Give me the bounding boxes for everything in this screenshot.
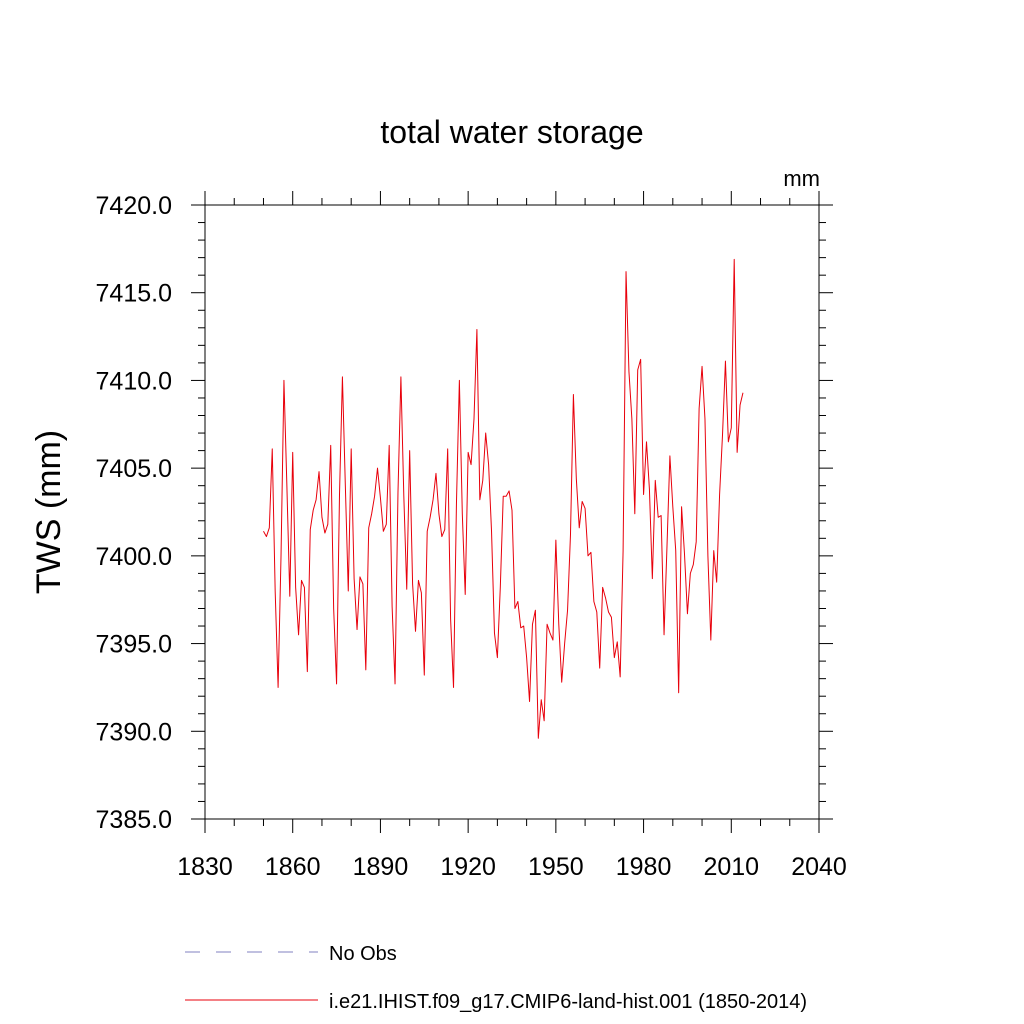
x-tick-label: 2010	[703, 853, 759, 881]
x-tick-labels: 1830 1860 1890 1920 1950 1980 2010 2040	[177, 853, 847, 881]
x-tick-label: 1950	[528, 853, 584, 881]
y-tick-label: 7400.0	[96, 543, 172, 571]
x-tick-label: 1980	[616, 853, 672, 881]
y-tick-label: 7395.0	[96, 631, 172, 659]
x-tick-label: 1890	[353, 853, 409, 881]
chart-title: total water storage	[380, 114, 643, 150]
y-axis-label: TWS (mm)	[30, 430, 68, 594]
y-tick-labels: 7385.0 7390.0 7395.0 7400.0 7405.0 7410.0 7415…	[96, 192, 172, 834]
y-tick-label: 7385.0	[96, 806, 172, 834]
y-tick-label: 7410.0	[96, 367, 172, 395]
units-label: mm	[783, 166, 820, 191]
x-tick-label: 1920	[440, 853, 496, 881]
y-tick-label: 7420.0	[96, 192, 172, 220]
legend: No Obs i.e21.IHIST.f09_g17.CMIP6-land-hi…	[185, 943, 807, 1013]
x-tick-label: 1860	[265, 853, 321, 881]
legend-label-model: i.e21.IHIST.f09_g17.CMIP6-land-hist.001 …	[329, 991, 807, 1013]
y-tick-label: 7405.0	[96, 455, 172, 483]
x-tick-label: 2040	[791, 853, 847, 881]
plot-frame	[204, 204, 820, 820]
axis-ticks	[191, 191, 833, 833]
y-tick-label: 7415.0	[96, 280, 172, 308]
series-line-model	[263, 258, 744, 739]
series-lines	[263, 258, 744, 739]
x-tick-label: 1830	[177, 853, 233, 881]
legend-label-no-obs: No Obs	[329, 943, 397, 965]
y-tick-label: 7390.0	[96, 718, 172, 746]
